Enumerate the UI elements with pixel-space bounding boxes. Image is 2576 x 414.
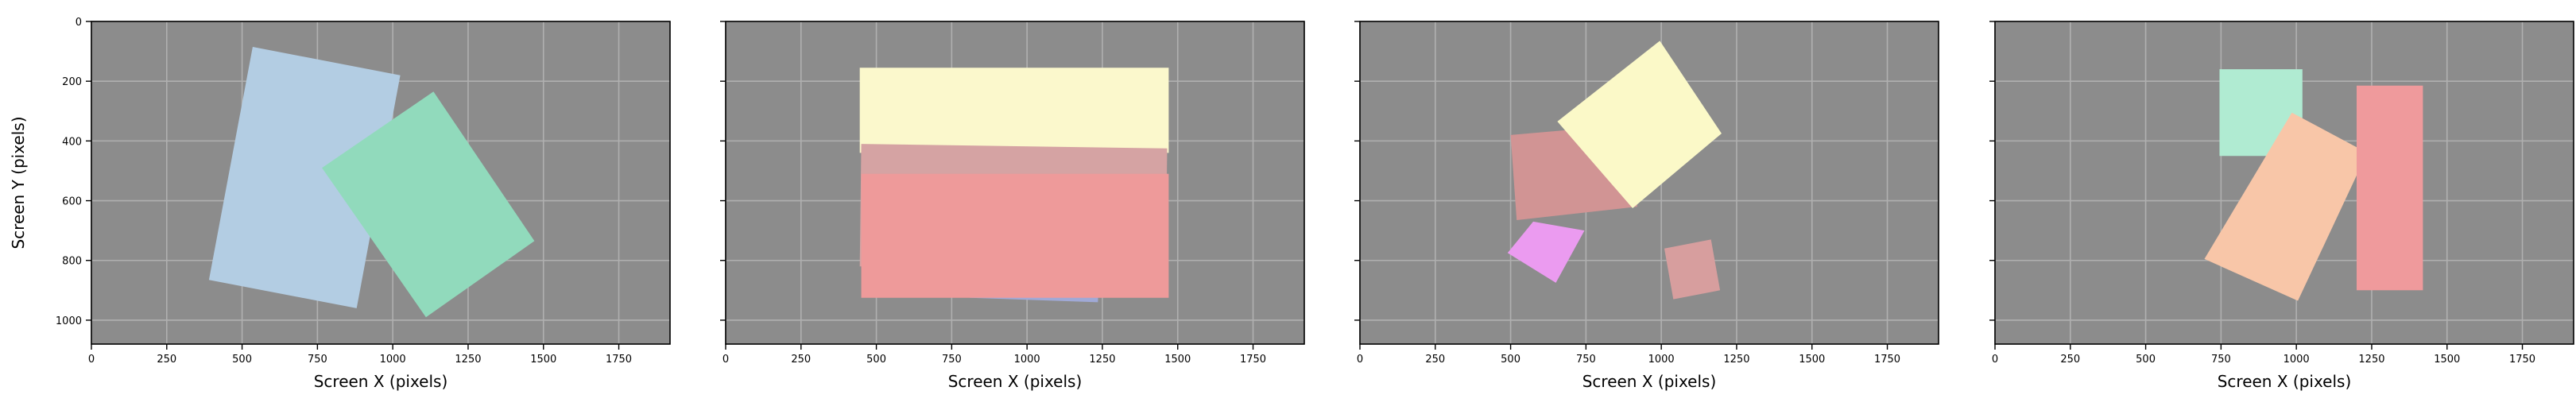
- x-tick-label: 750: [942, 354, 962, 366]
- shape-polygon: [208, 47, 401, 308]
- x-tick-label: 1250: [2358, 354, 2384, 366]
- x-tick-label: 750: [1576, 354, 1596, 366]
- x-axis-label: Screen X (pixels): [948, 372, 1083, 391]
- shape-polygon: [2357, 85, 2423, 291]
- x-tick-label: 1500: [2434, 354, 2460, 366]
- x-tick-label: 1000: [1648, 354, 1675, 366]
- shapes: [859, 68, 1169, 303]
- x-tick-label: 1000: [380, 354, 406, 366]
- x-tick-label: 250: [2060, 354, 2080, 366]
- axes-frame: [1994, 21, 2574, 345]
- x-tick-label: 500: [1501, 354, 1520, 366]
- x-tick-label: 1500: [1799, 354, 1825, 366]
- x-tick-label: 1250: [455, 354, 481, 366]
- x-tick-label: 1000: [1014, 354, 1040, 366]
- y-tick-label: 800: [62, 256, 82, 268]
- panel-4: 0 250 500 750 1000 1250 1500 1750 Screen X (pixe…: [1989, 21, 2574, 391]
- x-tick-label: 500: [232, 354, 252, 366]
- y-tick-label: 600: [62, 196, 82, 208]
- axes-frame: [91, 21, 671, 345]
- y-tick-label: 200: [62, 76, 82, 88]
- x-tick-label: 0: [1357, 354, 1363, 366]
- shape-polygon: [322, 91, 535, 318]
- x-tick-label: 1750: [2509, 354, 2535, 366]
- y-tick-label: 0: [76, 17, 82, 29]
- x-tick-label: 1750: [1240, 354, 1266, 366]
- y-axis-label: Screen Y (pixels): [9, 116, 28, 249]
- y-tick-label: 400: [62, 136, 82, 148]
- x-tick-label: 0: [722, 354, 729, 366]
- x-axis-label: Screen X (pixels): [2218, 372, 2352, 391]
- x-tick-label: 1500: [530, 354, 556, 366]
- x-tick-label: 750: [2211, 354, 2231, 366]
- panels: 0 250 500 750 1000 1250 1500 1750 0 200 400 600 800 1…: [9, 17, 2574, 391]
- x-axis-label: Screen X (pixels): [1582, 372, 1717, 391]
- shape-polygon: [1507, 221, 1585, 283]
- shapes: [1507, 41, 1722, 300]
- x-tick-label: 1750: [606, 354, 632, 366]
- x-tick-label: 500: [866, 354, 886, 366]
- axes-frame: [1359, 21, 1939, 345]
- x-tick-label: 1250: [1723, 354, 1749, 366]
- panel-2: 0 250 500 750 1000 1250 1500 1750 Screen X (pixe…: [720, 21, 1305, 391]
- x-tick-label: 1250: [1089, 354, 1115, 366]
- x-tick-label: 250: [791, 354, 811, 366]
- x-tick-label: 250: [157, 354, 176, 366]
- shapes: [208, 47, 535, 318]
- y-tick-label: 1000: [56, 315, 82, 327]
- shape-polygon: [859, 68, 1169, 153]
- panel-1: 0 250 500 750 1000 1250 1500 1750 0 200 400 600 800 1…: [9, 17, 671, 391]
- panel-3: 0 250 500 750 1000 1250 1500 1750 Screen X (pixe…: [1354, 21, 1939, 391]
- x-axis-label: Screen X (pixels): [314, 372, 448, 391]
- shapes: [2204, 69, 2423, 301]
- x-tick-label: 250: [1425, 354, 1445, 366]
- shape-polygon: [2204, 112, 2368, 301]
- x-tick-label: 1500: [1164, 354, 1191, 366]
- shape-polygon: [1557, 41, 1722, 209]
- x-tick-label: 0: [88, 354, 95, 366]
- x-tick-label: 0: [1992, 354, 1998, 366]
- x-tick-label: 750: [308, 354, 327, 366]
- shape-polygon: [861, 173, 1169, 298]
- axes-frame: [725, 21, 1305, 345]
- x-tick-label: 1750: [1874, 354, 1900, 366]
- x-tick-label: 500: [2136, 354, 2156, 366]
- x-tick-label: 1000: [2284, 354, 2310, 366]
- shape-polygon: [1664, 239, 1721, 300]
